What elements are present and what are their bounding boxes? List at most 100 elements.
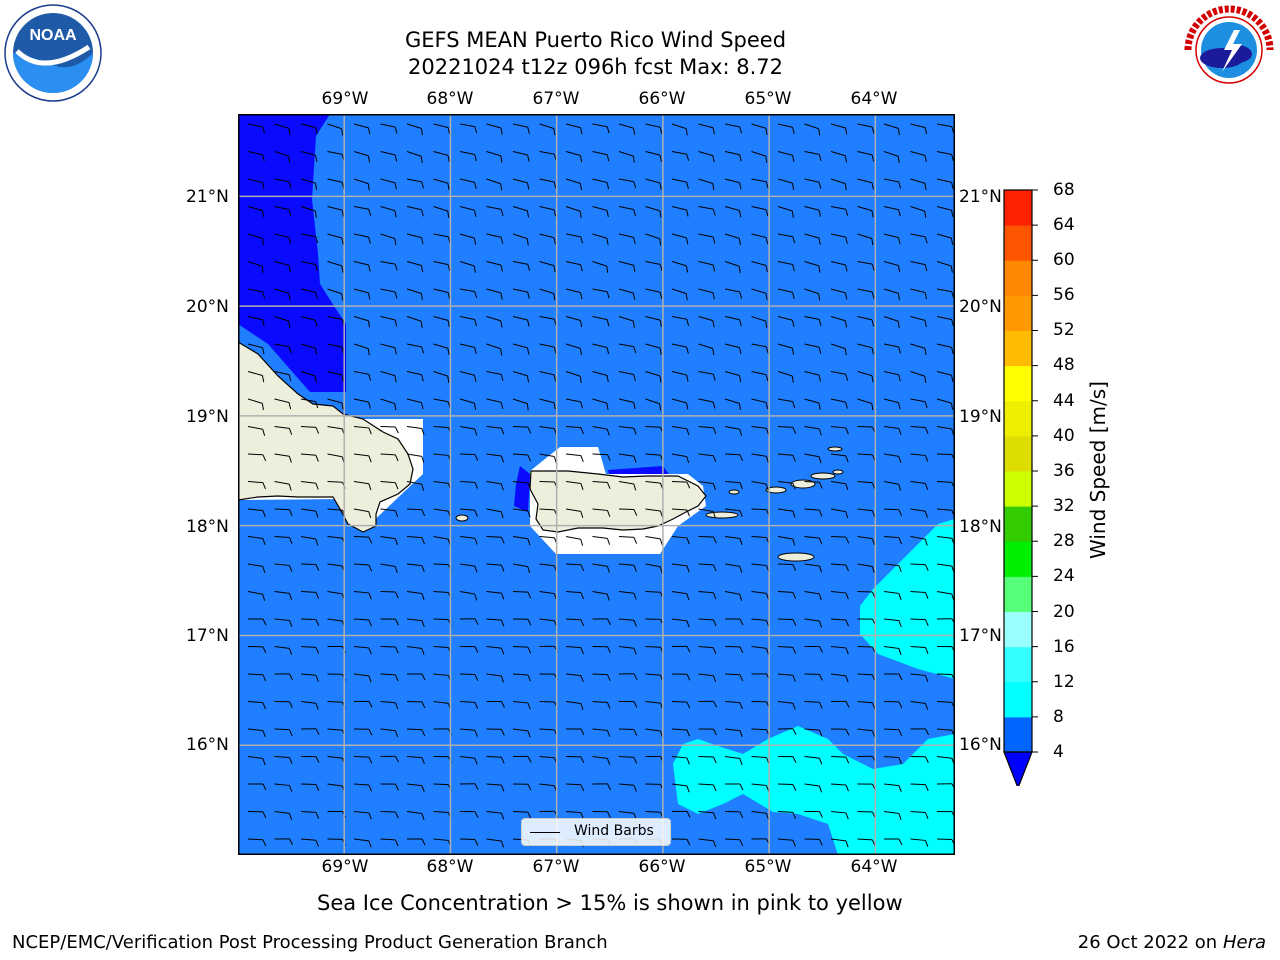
wind-barb [698,728,717,736]
wind-barb [698,151,715,163]
colorbar-tick: 12 [1053,672,1075,692]
wind-barb [407,838,426,846]
lat-lon-grid [239,115,954,854]
wind-barb [936,453,954,461]
wind-barb [724,673,744,682]
wind-barb [486,591,505,600]
wind-barb [247,371,265,383]
wind-barb [724,838,744,847]
wind-barb [247,591,266,601]
wind-barb [777,178,795,190]
wind-barb [380,673,399,682]
wind-barb [671,261,689,273]
wind-barb [830,123,848,135]
wind-barb [512,261,531,271]
wind-barb [777,481,796,490]
wind-barb [406,343,425,354]
wind-barb [777,508,796,518]
wind-barb [698,481,716,491]
wind-barb [274,206,292,217]
wind-barb [804,508,823,517]
wind-barb [724,343,742,355]
anegada-island [832,469,844,475]
wind-barb [300,701,319,710]
wind-barb [247,646,267,654]
wind-barb [247,838,267,847]
wind-barb [486,756,505,764]
wind-barb [751,398,769,410]
wind-barb [645,536,663,546]
lat-tick-left: 18°N [186,517,229,537]
wind-barb [777,371,794,383]
wind-barb [777,261,795,272]
wind-barb [433,123,451,135]
wind-barb [459,261,476,273]
wind-barb [751,316,768,328]
wind-barb [592,646,611,654]
wind-barb [274,591,293,600]
wind-barb [936,371,954,382]
wind-barb [433,343,450,355]
colorbar-tick: 16 [1053,637,1075,657]
wind-barb [592,178,610,190]
wind-barb [883,288,900,301]
wind-barb [804,728,823,737]
wind-field-8-12-east [860,519,954,679]
wind-barb [830,728,850,736]
wind-barb [724,206,742,218]
wind-barb [857,481,876,490]
wind-barb [777,233,796,244]
wind-barb [671,591,690,601]
wind-speed-map [238,114,955,855]
wind-barb [486,646,505,655]
wind-barb [751,371,769,382]
wind-barb [804,673,823,681]
footer-host: Hera [1222,932,1266,953]
wind-barb [830,783,849,792]
wind-barb [724,123,743,134]
wind-barb [830,426,849,435]
colorbar-tick: 4 [1053,742,1064,762]
wind-barb [804,563,823,573]
colorbar-tick: 24 [1053,566,1075,586]
wind-barb [777,288,795,300]
wind-barb [565,233,584,244]
colorbar-segment [1004,541,1032,577]
wind-barb [725,783,744,791]
wind-barb [883,756,902,765]
wind-barb [910,151,927,163]
wind-barb [830,838,849,848]
wind-barb [459,838,479,846]
wind-barb [698,673,717,683]
wind-barb [433,178,450,190]
wind-barb [618,343,637,354]
wind-barb [512,618,532,626]
wind-barb [247,206,265,218]
wind-barb [857,728,876,738]
wind-barb [406,811,425,820]
colorbar-segment [1004,400,1032,437]
wind-barb [459,151,477,162]
wind-barb [751,453,769,463]
wind-barb [459,426,478,436]
wind-barb [565,151,583,163]
wind-barb [353,673,372,683]
wind-barb [883,701,903,709]
wind-barb [910,398,928,409]
wind-barb [353,123,371,135]
wind-barb [884,673,903,681]
wind-barb [406,261,424,273]
wind-barb [274,151,291,163]
wind-barb [539,233,556,245]
wind-barb [512,508,531,518]
wind-barb [645,151,663,162]
colorbar-tick: 56 [1053,285,1075,305]
wind-barb [565,261,583,272]
wind-barb [751,426,770,435]
wind-barb [565,398,584,409]
wind-barb [724,151,742,162]
wind-barb [274,316,291,328]
wind-barb [830,756,850,764]
wind-barb [592,233,609,245]
wind-barb [830,343,847,356]
